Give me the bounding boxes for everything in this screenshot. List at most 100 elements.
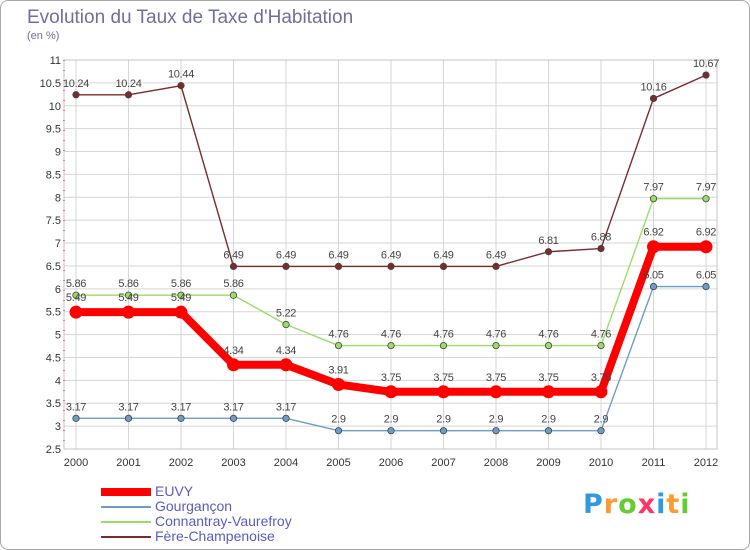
y-tick-label: 10.5: [40, 78, 61, 90]
data-label: 3.91: [328, 364, 348, 376]
data-point: [492, 341, 500, 350]
data-point: [124, 291, 133, 299]
data-label: 5.22: [276, 308, 296, 320]
x-tick-label: 2011: [642, 457, 666, 469]
data-point: [702, 282, 710, 291]
data-label: 4.34: [223, 345, 243, 357]
y-tick-label: 5: [55, 330, 61, 342]
legend-label: Fère-Champenoise: [155, 528, 275, 544]
legend-label: Gourgançon: [155, 498, 233, 514]
data-point: [124, 91, 133, 99]
data-label: 7.97: [643, 182, 663, 194]
data-point: [332, 377, 345, 391]
legend-swatch: [101, 536, 151, 538]
y-tick-label: 5.5: [46, 307, 61, 319]
logo-letter: t: [666, 489, 681, 520]
legend-label: EUVY: [155, 483, 194, 499]
data-point: [544, 248, 553, 256]
y-tick-label: 2.5: [46, 444, 61, 456]
data-label: 5.49: [118, 292, 138, 304]
x-tick-label: 2012: [694, 457, 718, 469]
y-tick-label: 8.5: [46, 169, 61, 181]
data-label: 3.17: [276, 401, 296, 413]
data-point: [282, 414, 290, 422]
data-label: 6.49: [381, 249, 401, 261]
data-point: [229, 414, 238, 422]
data-label: 3.75: [538, 372, 558, 384]
data-label: 3.75: [591, 372, 611, 384]
data-label: 3.75: [381, 372, 401, 384]
data-point: [699, 240, 713, 254]
data-label: 2.9: [331, 414, 346, 426]
y-tick-label: 11: [50, 55, 61, 67]
data-label: 5.86: [66, 278, 86, 290]
y-tick-label: 3: [55, 421, 61, 433]
data-label: 5.86: [118, 278, 138, 290]
data-point: [437, 385, 450, 399]
data-label: 3.17: [66, 401, 86, 413]
y-tick-label: 6.5: [46, 261, 61, 273]
x-tick-label: 2009: [536, 457, 560, 469]
y-tick-label: 6: [55, 284, 61, 296]
x-tick-label: 2004: [274, 457, 298, 469]
data-point: [282, 262, 290, 270]
data-point: [279, 358, 293, 372]
data-label: 4.76: [486, 329, 506, 341]
data-point: [72, 91, 80, 99]
data-point: [439, 262, 448, 270]
data-point: [124, 414, 133, 422]
data-point: [649, 195, 658, 203]
data-label: 6.49: [328, 249, 348, 261]
data-point: [439, 427, 448, 435]
data-label: 5.49: [171, 292, 191, 304]
x-tick-label: 2002: [169, 457, 193, 469]
y-tick-label: 9.5: [46, 124, 61, 136]
data-point: [702, 195, 710, 203]
data-label: 2.9: [436, 414, 451, 426]
data-label: 6.49: [486, 249, 506, 261]
data-point: [227, 358, 240, 372]
data-label: 10.44: [168, 69, 194, 81]
data-label: 3.17: [171, 401, 191, 413]
data-label: 6.49: [433, 249, 453, 261]
proxiti-logo: Proxiti: [583, 489, 691, 520]
plot-area: [63, 59, 718, 450]
data-label: 4.76: [381, 329, 401, 341]
data-label: 3.75: [486, 372, 506, 384]
legend-swatch: [101, 506, 151, 508]
data-label: 3.17: [223, 401, 243, 413]
data-point: [229, 262, 238, 270]
data-label: 4.34: [276, 345, 296, 357]
data-label: 10.67: [693, 58, 719, 70]
data-point: [177, 82, 185, 90]
x-tick-label: 2010: [589, 457, 613, 469]
data-label: 5.86: [223, 278, 243, 290]
data-point: [544, 341, 553, 350]
data-point: [174, 305, 188, 319]
legend-swatch: [101, 521, 151, 523]
data-label: 10.16: [640, 81, 666, 93]
data-point: [387, 427, 395, 435]
data-label: 2.9: [594, 414, 609, 426]
data-label: 2.9: [541, 414, 556, 426]
logo-letter: P: [583, 489, 604, 520]
data-point: [702, 71, 710, 79]
data-point: [544, 427, 553, 435]
data-label: 3.75: [433, 372, 453, 384]
y-tick-label: 4.5: [46, 352, 61, 364]
data-point: [597, 244, 605, 253]
y-tick-label: 8: [55, 192, 61, 204]
data-point: [282, 320, 290, 329]
data-label: 6.92: [643, 227, 663, 239]
data-label: 10.24: [63, 78, 89, 90]
y-tick-label: 10: [49, 101, 61, 113]
data-point: [597, 427, 605, 435]
data-label: 4.76: [591, 329, 611, 341]
data-point: [387, 341, 395, 350]
y-tick-label: 9: [55, 147, 61, 159]
data-point: [69, 305, 83, 319]
data-point: [542, 385, 555, 399]
logo-letter: i: [680, 489, 691, 520]
data-point: [334, 262, 343, 270]
